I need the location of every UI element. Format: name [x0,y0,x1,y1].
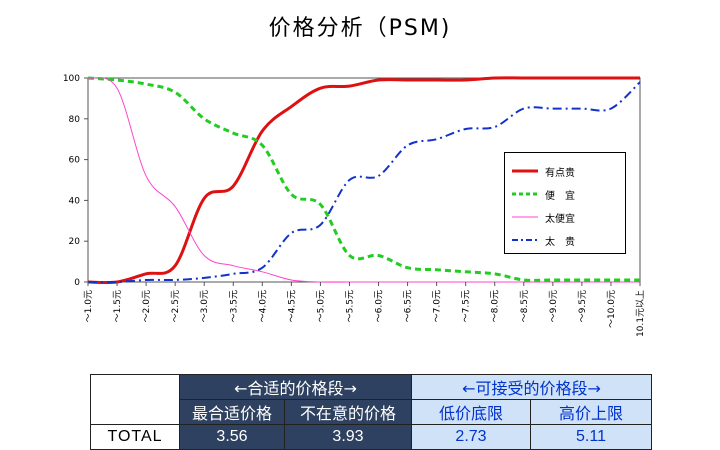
group-suitable-range: ←合适的价格段→ [179,374,412,400]
legend-swatch [512,216,538,218]
x-tick-label: ～5.5元 [345,290,355,322]
series-line-2 [87,77,640,283]
value-high-limit: 5.11 [530,424,652,450]
legend-label: 太 贵 [545,236,575,248]
row-label-total: TOTAL [90,424,180,450]
x-tick-label: ～1.5元 [113,290,123,322]
series-line-0 [87,76,640,285]
x-tick-label: ～1.0元 [84,290,94,322]
x-tick-label: ～8.5元 [520,290,530,322]
x-tick-label: ～6.5元 [404,290,414,322]
x-tick-label: ～6.0元 [375,290,385,322]
legend-label: 太便宜 [545,213,575,225]
series-line-1 [87,76,640,282]
group-acceptable-range: ←可接受的价格段→ [411,374,652,400]
legend-entry: 太便宜 [511,209,575,225]
value-low-limit: 2.73 [411,424,531,450]
value-indifferent-price: 3.93 [284,424,412,450]
x-tick-label: 10.1元以上 [635,290,646,337]
legend-entry: 便 宜 [511,186,575,202]
x-tick-label: ～3.0元 [200,290,210,322]
series-line-3 [87,81,641,284]
y-tick-label: 80 [69,115,81,125]
legend-swatch [512,192,538,196]
x-tick-label: ～5.0元 [316,290,326,322]
psm-chart: 0 20 40 60 80 100 ～1.0元 ～1.5元 ～2.0元 ～2.5元 ～3.0元 ～3.… [63,74,646,337]
legend-label: 便 宜 [545,190,575,202]
legend-label: 有点贵 [545,167,575,179]
x-tick-label: ～8.0元 [491,290,501,322]
x-tick-label: ～2.5元 [171,290,181,322]
header-indifferent-price: 不在意的价格 [284,399,412,425]
legend-entry: 太 贵 [511,232,575,248]
header-high-limit: 高价上限 [530,399,652,425]
summary-corner [90,374,180,425]
y-tick-label: 20 [69,237,81,247]
legend-entry: 有点贵 [511,163,575,179]
header-low-limit: 低价底限 [411,399,531,425]
x-tick-label: ～9.0元 [549,290,559,322]
legend-swatch [512,169,538,173]
x-tick-label: ～4.5元 [287,290,297,322]
header-optimal-price: 最合适价格 [179,399,285,425]
x-tick-label: ～4.0元 [258,290,268,322]
x-tick-label: ～7.0元 [433,290,443,322]
x-tick-label: ～7.5元 [462,290,472,322]
legend-swatch [512,239,538,241]
chart-series [87,76,641,285]
y-tick-label: 100 [63,74,80,84]
x-tick-label: ～10.0元 [607,290,617,328]
value-optimal-price: 3.56 [179,424,285,450]
chart-title: 价格分析（PSM) [268,16,452,41]
y-tick-label: 0 [74,278,80,288]
legend: 有点贵便 宜太便宜太 贵 [504,152,626,254]
x-tick-label: ～9.5元 [578,290,588,322]
x-tick-label: ～2.0元 [142,290,152,322]
y-tick-label: 60 [69,156,81,166]
x-tick-label: ～3.5元 [229,290,239,322]
summary-table: ←合适的价格段→ ←可接受的价格段→ 最合适价格 不在意的价格 低价底限 高价上… [90,374,652,450]
y-tick-label: 40 [69,196,81,206]
chart-ticks: 0 20 40 60 80 100 ～1.0元 ～1.5元 ～2.0元 ～2.5元 ～3.0元 ～3.… [63,74,646,337]
